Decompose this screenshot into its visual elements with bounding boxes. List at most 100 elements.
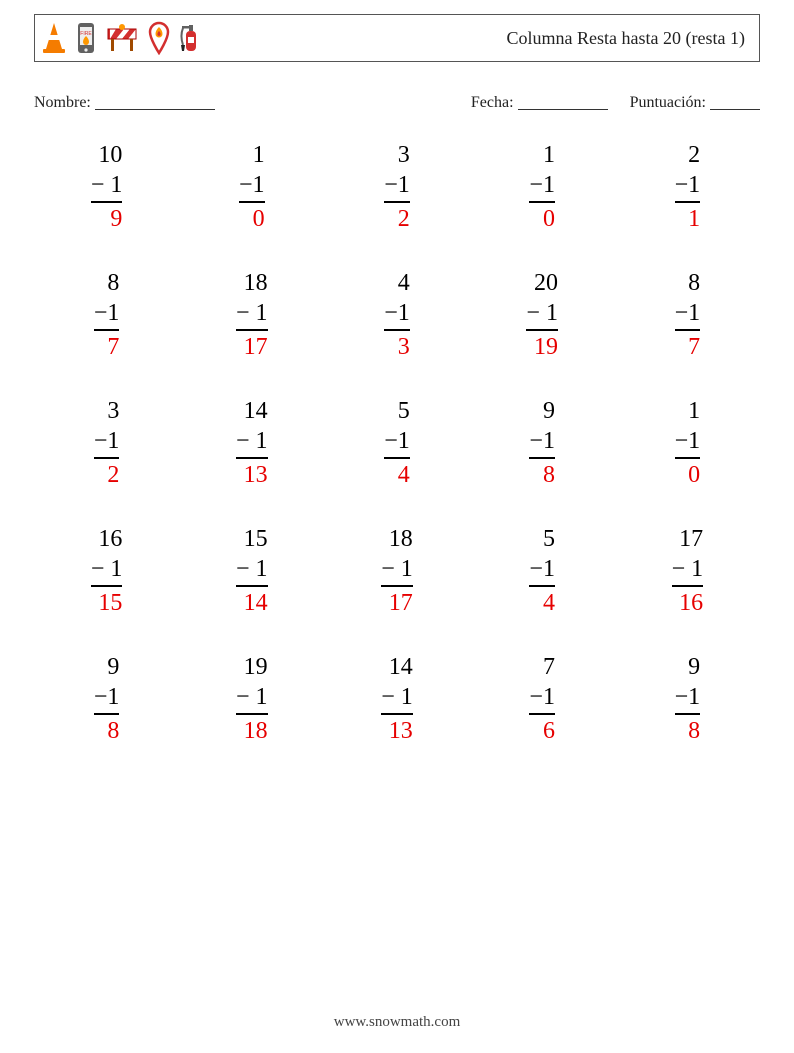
- problem-stack: 15− 1 14: [236, 524, 268, 618]
- minuend: 19: [236, 652, 268, 682]
- subtraction-problem: 9−1 8: [615, 652, 760, 746]
- problem-stack: 7−1 6: [529, 652, 555, 746]
- minuend: 8: [94, 268, 120, 298]
- answer: 13: [381, 715, 413, 746]
- minuend: 18: [381, 524, 413, 554]
- worksheet-page: FIRE: [0, 0, 794, 1053]
- score-label: Puntuación:: [630, 94, 706, 111]
- subtrahend: − 1: [526, 298, 558, 331]
- subtraction-problem: 19− 1 18: [179, 652, 324, 746]
- minuend: 3: [94, 396, 120, 426]
- problem-stack: 8−1 7: [94, 268, 120, 362]
- answer: 1: [675, 203, 701, 234]
- minuend: 1: [239, 140, 265, 170]
- minuend: 3: [384, 140, 410, 170]
- subtrahend: −1: [529, 554, 555, 587]
- subtraction-problem: 20− 1 19: [470, 268, 615, 362]
- minuend: 4: [384, 268, 410, 298]
- minuend: 14: [236, 396, 268, 426]
- subtrahend: −1: [384, 298, 410, 331]
- phone-fire-icon: FIRE: [75, 21, 97, 55]
- subtrahend: − 1: [91, 170, 123, 203]
- minuend: 9: [675, 652, 701, 682]
- minuend: 17: [672, 524, 704, 554]
- name-blank[interactable]: [95, 93, 215, 110]
- problem-stack: 9−1 8: [529, 396, 555, 490]
- subtrahend: −1: [675, 426, 701, 459]
- date-blank[interactable]: [518, 93, 608, 110]
- date-field: Fecha:: [471, 90, 608, 112]
- problem-stack: 4−1 3: [384, 268, 410, 362]
- subtrahend: − 1: [236, 426, 268, 459]
- answer: 14: [236, 587, 268, 618]
- subtraction-problem: 18− 1 17: [324, 524, 469, 618]
- problem-stack: 5−1 4: [384, 396, 410, 490]
- subtraction-problem: 3−1 2: [324, 140, 469, 234]
- subtraction-problem: 1−1 0: [179, 140, 324, 234]
- score-blank[interactable]: [710, 93, 760, 110]
- name-label: Nombre:: [34, 94, 91, 111]
- subtraction-problem: 4−1 3: [324, 268, 469, 362]
- subtrahend: −1: [675, 298, 701, 331]
- answer: 7: [675, 331, 701, 362]
- minuend: 7: [529, 652, 555, 682]
- extinguisher-icon: [179, 21, 201, 55]
- minuend: 20: [526, 268, 558, 298]
- score-field: Puntuación:: [630, 90, 760, 112]
- problem-stack: 5−1 4: [529, 524, 555, 618]
- problem-stack: 18− 1 17: [236, 268, 268, 362]
- problem-stack: 1−1 0: [239, 140, 265, 234]
- answer: 8: [675, 715, 701, 746]
- minuend: 2: [675, 140, 701, 170]
- date-label: Fecha:: [471, 94, 514, 111]
- barrier-icon: [105, 21, 139, 55]
- answer: 15: [91, 587, 123, 618]
- subtraction-problem: 10− 1 9: [34, 140, 179, 234]
- subtraction-problem: 8−1 7: [615, 268, 760, 362]
- minuend: 9: [529, 396, 555, 426]
- answer: 2: [94, 459, 120, 490]
- problem-stack: 10− 1 9: [91, 140, 123, 234]
- subtrahend: −1: [94, 298, 120, 331]
- subtraction-problem: 18− 1 17: [179, 268, 324, 362]
- answer: 16: [672, 587, 704, 618]
- name-field: Nombre:: [34, 90, 471, 112]
- subtrahend: −1: [384, 170, 410, 203]
- subtrahend: − 1: [381, 554, 413, 587]
- answer: 9: [91, 203, 123, 234]
- answer: 18: [236, 715, 268, 746]
- problem-stack: 3−1 2: [384, 140, 410, 234]
- answer: 8: [94, 715, 120, 746]
- header-icons: FIRE: [41, 21, 201, 55]
- answer: 2: [384, 203, 410, 234]
- problem-stack: 16− 1 15: [91, 524, 123, 618]
- cone-icon: [41, 21, 67, 55]
- subtraction-problem: 14− 1 13: [179, 396, 324, 490]
- answer: 0: [529, 203, 555, 234]
- problem-stack: 14− 1 13: [381, 652, 413, 746]
- subtraction-problem: 5−1 4: [470, 524, 615, 618]
- problem-stack: 14− 1 13: [236, 396, 268, 490]
- problem-stack: 1−1 0: [675, 396, 701, 490]
- answer: 3: [384, 331, 410, 362]
- subtrahend: −1: [94, 426, 120, 459]
- subtraction-problem: 5−1 4: [324, 396, 469, 490]
- subtrahend: − 1: [91, 554, 123, 587]
- subtraction-problem: 17− 1 16: [615, 524, 760, 618]
- problem-stack: 2−1 1: [675, 140, 701, 234]
- minuend: 5: [384, 396, 410, 426]
- minuend: 9: [94, 652, 120, 682]
- header-box: FIRE: [34, 14, 760, 62]
- answer: 8: [529, 459, 555, 490]
- subtraction-problem: 8−1 7: [34, 268, 179, 362]
- problem-stack: 3−1 2: [94, 396, 120, 490]
- problems-grid: 10− 1 9 1−1 0 3−1 2 1−1 0 2−1 1 8−1 7 18…: [34, 140, 760, 746]
- answer: 17: [236, 331, 268, 362]
- problem-stack: 17− 1 16: [672, 524, 704, 618]
- answer: 6: [529, 715, 555, 746]
- subtrahend: −1: [529, 426, 555, 459]
- answer: 0: [675, 459, 701, 490]
- subtrahend: −1: [675, 682, 701, 715]
- subtrahend: −1: [529, 682, 555, 715]
- subtrahend: −1: [529, 170, 555, 203]
